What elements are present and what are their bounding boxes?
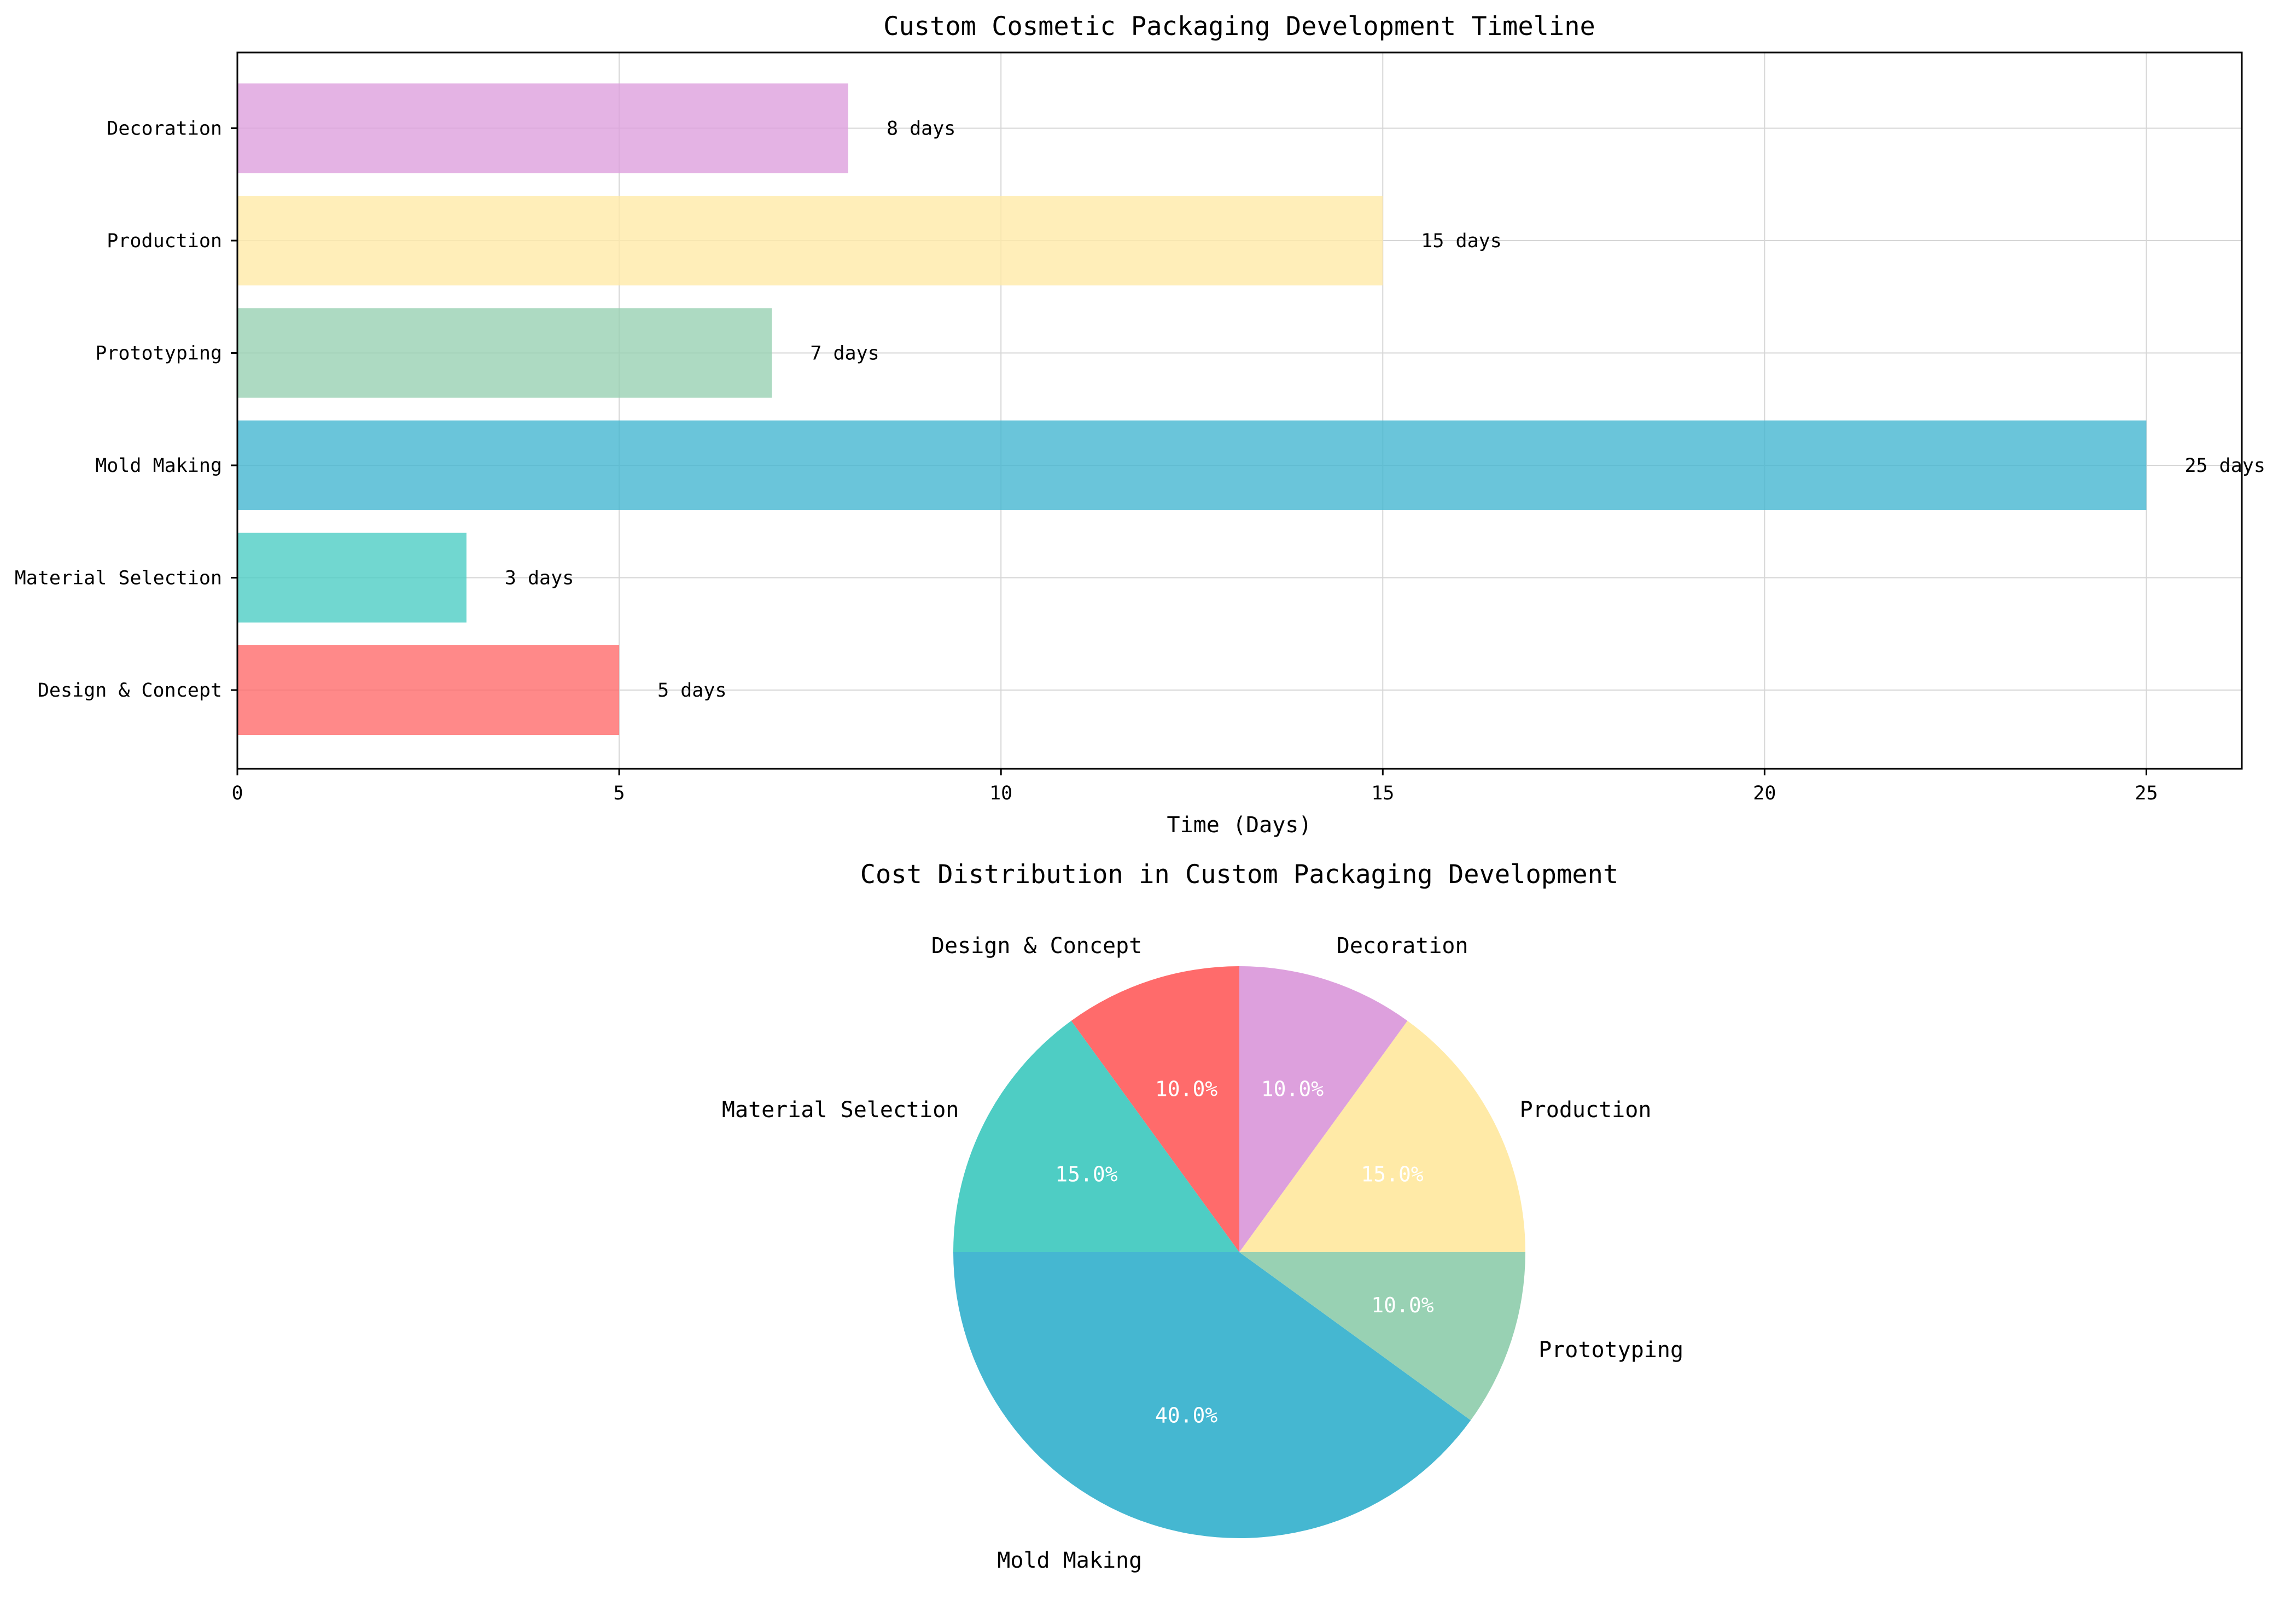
pie-percentage-label: 10.0%: [1371, 1293, 1434, 1317]
timeline-y-ticks: Design & Concept Material Selection Mold M…: [15, 118, 237, 702]
pie-percentage-label: 40.0%: [1155, 1403, 1218, 1427]
timeline-x-ticks: 0 5 10 15 20 25: [231, 769, 2158, 804]
pie-category-label: Material Selection: [722, 1097, 959, 1123]
pie-slice-material-selection: [953, 1020, 1239, 1252]
bar-design-and-concept: [237, 645, 620, 735]
pie-slice-decoration: [1239, 966, 1408, 1252]
pie-category-label: Prototyping: [1538, 1337, 1683, 1363]
x-tick-label: 10: [989, 782, 1012, 804]
bar-value-label: 15 days: [1421, 230, 1502, 252]
x-tick-label: 20: [1753, 782, 1776, 804]
x-tick-label: 15: [1371, 782, 1394, 804]
pie-category-label: Production: [1520, 1097, 1652, 1123]
timeline-x-axis-label: Time (Days): [1167, 813, 1312, 838]
pie-percentage-label: 10.0%: [1261, 1077, 1324, 1101]
pie-category-label: Mold Making: [997, 1548, 1142, 1573]
x-tick-label: 0: [231, 782, 243, 804]
bar-decoration: [237, 83, 848, 173]
pie-slice-prototyping: [1239, 1252, 1525, 1421]
pie-percentage-label: 10.0%: [1155, 1077, 1218, 1101]
bar-mold-making: [237, 420, 2147, 510]
cost-chart-title: Cost Distribution in Custom Packaging De…: [860, 860, 1619, 890]
pie-percentage-label: 15.0%: [1055, 1162, 1118, 1187]
timeline-value-labels: 5 days 3 days 25 days 7 days 15 days 8 days: [505, 118, 2265, 702]
pie-percentage-label: 15.0%: [1361, 1162, 1424, 1187]
y-tick-label: Mold Making: [95, 455, 222, 477]
bar-value-label: 7 days: [810, 343, 879, 365]
bar-value-label: 5 days: [657, 680, 726, 702]
x-tick-label: 5: [614, 782, 625, 804]
bar-value-label: 25 days: [2184, 455, 2265, 477]
y-tick-label: Prototyping: [95, 343, 222, 365]
timeline-chart-title: Custom Cosmetic Packaging Development Ti…: [883, 11, 1595, 42]
bar-prototyping: [237, 308, 772, 398]
timeline-bars: [237, 83, 2147, 735]
x-tick-label: 25: [2135, 782, 2158, 804]
timeline-bar-chart: Custom Cosmetic Packaging Development Ti…: [15, 11, 2265, 838]
pie-category-label: Decoration: [1337, 933, 1468, 959]
bar-value-label: 3 days: [505, 568, 574, 589]
cost-pie-percentages: 10.0% 15.0% 40.0% 10.0% 15.0% 10.0%: [1055, 1077, 1434, 1428]
cost-pie-chart: Cost Distribution in Custom Packaging De…: [722, 860, 1683, 1573]
pie-slice-production: [1239, 1020, 1525, 1252]
y-tick-label: Material Selection: [15, 568, 222, 589]
pie-category-label: Design & Concept: [931, 933, 1142, 959]
timeline-plot-frame: [236, 51, 2243, 770]
bar-production: [237, 196, 1383, 285]
y-tick-label: Design & Concept: [38, 680, 222, 702]
pie-slice-mold-making: [953, 1252, 1471, 1538]
y-tick-label: Decoration: [107, 118, 222, 140]
bar-value-label: 8 days: [887, 118, 955, 140]
bar-material-selection: [237, 533, 467, 623]
cost-pie-labels: Design & Concept Material Selection Mold M…: [722, 933, 1683, 1573]
pie-slice-design-and-concept: [1071, 966, 1239, 1252]
y-tick-label: Production: [107, 230, 222, 252]
cost-pie-slices: [953, 966, 1525, 1538]
